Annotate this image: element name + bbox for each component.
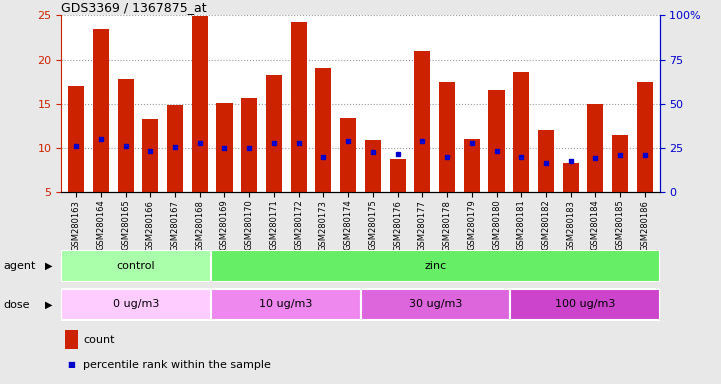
Bar: [340, 118, 356, 192]
Bar: [216, 103, 233, 192]
Bar: [68, 86, 84, 192]
Bar: [211, 250, 660, 281]
Text: agent: agent: [4, 261, 36, 271]
Text: dose: dose: [4, 300, 30, 310]
Bar: [192, 16, 208, 192]
Text: 100 ug/m3: 100 ug/m3: [554, 299, 615, 310]
Text: zinc: zinc: [424, 261, 446, 271]
Bar: [588, 104, 603, 192]
Bar: [291, 22, 306, 192]
Bar: [562, 163, 579, 192]
Text: 10 ug/m3: 10 ug/m3: [259, 299, 312, 310]
Text: count: count: [83, 335, 115, 345]
Bar: [637, 83, 653, 192]
Bar: [365, 140, 381, 192]
Text: 30 ug/m3: 30 ug/m3: [409, 299, 462, 310]
Text: percentile rank within the sample: percentile rank within the sample: [83, 360, 271, 370]
Bar: [61, 250, 211, 281]
Bar: [439, 82, 455, 192]
Bar: [315, 68, 332, 192]
Bar: [538, 130, 554, 192]
Text: ■: ■: [68, 360, 75, 369]
Bar: [61, 289, 211, 320]
Bar: [266, 75, 282, 192]
Bar: [242, 98, 257, 192]
Bar: [464, 139, 479, 192]
Bar: [93, 29, 109, 192]
Text: GDS3369 / 1367875_at: GDS3369 / 1367875_at: [61, 1, 207, 14]
Bar: [510, 289, 660, 320]
Text: ▶: ▶: [45, 300, 53, 310]
Text: 0 ug/m3: 0 ug/m3: [113, 299, 159, 310]
Bar: [612, 135, 628, 192]
Text: ▶: ▶: [45, 261, 53, 271]
Bar: [513, 72, 529, 192]
Bar: [389, 159, 406, 192]
Bar: [360, 289, 510, 320]
Bar: [118, 79, 133, 192]
Text: control: control: [117, 261, 156, 271]
Bar: [415, 51, 430, 192]
Bar: [488, 89, 505, 192]
Bar: [211, 289, 360, 320]
Bar: [167, 104, 183, 192]
Bar: [142, 119, 159, 192]
